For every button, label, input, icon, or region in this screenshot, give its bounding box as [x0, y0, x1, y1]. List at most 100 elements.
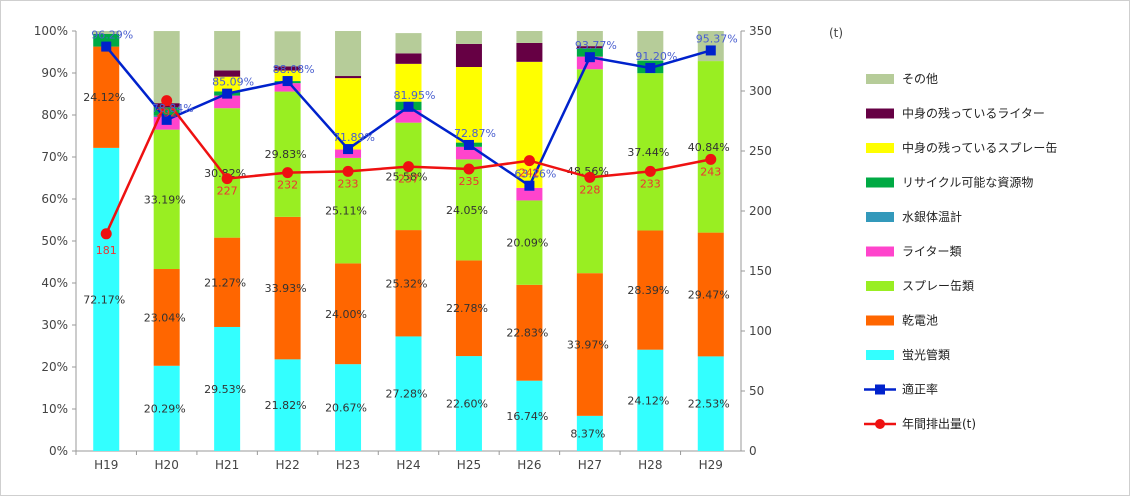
legend-marker	[875, 419, 885, 429]
legend-marker	[875, 384, 885, 395]
legend-label: 水銀体温計	[902, 209, 962, 224]
left-tick-label: 50%	[41, 234, 68, 248]
rate-data-label: 81.95%	[394, 89, 436, 102]
emission-data-label: 181	[96, 244, 117, 257]
right-axis-unit: (t)	[829, 26, 843, 40]
x-tick-label: H25	[457, 458, 481, 472]
emission-data-label: 292	[156, 107, 177, 120]
x-tick-label: H23	[336, 458, 360, 472]
x-tick-label: H26	[517, 458, 541, 472]
bar-segment	[93, 31, 120, 34]
bar-segment	[516, 31, 543, 43]
bar-segment	[335, 364, 362, 451]
bar-segment	[516, 284, 543, 381]
emission-data-label: 233	[640, 177, 661, 190]
left-tick-label: 40%	[41, 276, 68, 290]
right-tick-label: 250	[749, 144, 772, 158]
bar-segment	[576, 415, 603, 451]
bar-data-label: 24.05%	[446, 204, 488, 217]
bar-segment	[455, 260, 482, 357]
right-tick-label: 150	[749, 264, 772, 278]
rate-data-label: 96.29%	[91, 29, 133, 42]
legend-label: リサイクル可能な資源物	[902, 176, 1033, 190]
bar-data-label: 23.04%	[144, 311, 186, 324]
bar-data-label: 29.53%	[204, 383, 246, 396]
emission-marker	[463, 163, 475, 175]
bar-segment	[455, 43, 482, 67]
bar-segment	[214, 31, 241, 71]
emission-marker	[644, 165, 656, 177]
bar-data-label: 40.84%	[688, 141, 730, 154]
bar-segment	[214, 95, 241, 109]
emission-data-label: 228	[579, 183, 600, 196]
bar-data-label: 16.74%	[506, 410, 548, 423]
bar-segment	[214, 108, 241, 238]
legend-label: 中身の残っているスプレー缶	[902, 140, 1057, 155]
bar-data-label: 22.78%	[446, 302, 488, 315]
emission-marker	[161, 95, 173, 107]
bar-data-label: 25.32%	[386, 277, 428, 290]
legend-label: 適正率	[902, 382, 938, 397]
emission-data-label: 243	[700, 165, 721, 178]
right-tick-label: 0	[749, 444, 757, 458]
bar-segment	[335, 263, 362, 365]
bar-segment	[274, 359, 301, 451]
left-tick-label: 60%	[41, 192, 68, 206]
bar-data-label: 72.17%	[83, 293, 125, 306]
emission-data-label: 242	[519, 167, 540, 180]
legend-swatch	[866, 74, 894, 84]
bar-segment	[153, 269, 180, 366]
bar-segment	[153, 31, 180, 104]
x-tick-label: H29	[699, 458, 723, 472]
rate-marker	[645, 62, 656, 73]
rate-data-label: 91.20%	[635, 50, 677, 63]
bar-data-label: 21.82%	[265, 399, 307, 412]
emission-marker	[403, 161, 414, 173]
legend-label: ライター類	[902, 245, 962, 259]
bar-data-label: 24.00%	[325, 308, 367, 321]
left-tick-label: 80%	[41, 108, 68, 122]
bar-segment	[93, 33, 120, 47]
x-tick-label: H24	[396, 458, 420, 472]
emission-marker	[705, 153, 717, 165]
bar-segment	[516, 42, 543, 62]
rate-marker	[101, 41, 112, 52]
bar-segment	[274, 216, 301, 360]
legend-swatch	[866, 281, 894, 291]
bar-segment	[395, 53, 422, 64]
left-tick-label: 0%	[49, 444, 68, 458]
bar-segment	[637, 230, 664, 350]
legend-swatch	[866, 108, 894, 119]
x-tick-label: H20	[155, 458, 179, 472]
x-tick-label: H27	[578, 458, 602, 472]
bar-data-label: 29.47%	[688, 288, 730, 301]
bar-segment	[214, 76, 241, 92]
x-tick-label: H22	[275, 458, 299, 472]
bar-segment	[576, 31, 603, 47]
bar-segment	[335, 31, 362, 77]
emission-marker	[100, 228, 112, 240]
left-tick-label: 90%	[41, 66, 68, 80]
left-tick-label: 10%	[41, 402, 68, 416]
bar-data-label: 8.37%	[570, 427, 605, 440]
bar-segment	[395, 122, 422, 231]
bar-data-label: 33.19%	[144, 193, 186, 206]
rate-marker	[161, 114, 172, 125]
legend-label: 乾電池	[902, 314, 938, 328]
bar-data-label: 37.44%	[627, 146, 669, 159]
bar-segment	[395, 230, 422, 337]
bar-segment	[274, 31, 301, 67]
rate-data-label: 63.16%	[514, 168, 556, 181]
bar-segment	[214, 237, 241, 327]
legend-label: その他	[902, 72, 938, 86]
bar-segment	[395, 63, 422, 102]
emission-data-label: 235	[458, 175, 479, 188]
rate-marker	[705, 45, 716, 56]
bar-segment	[395, 110, 422, 123]
legend-swatch	[866, 212, 894, 222]
legend-label: 年間排出量(t)	[902, 417, 976, 431]
legend-swatch	[866, 350, 894, 360]
rate-marker	[584, 52, 595, 63]
rate-data-label: 93.77%	[575, 39, 617, 52]
